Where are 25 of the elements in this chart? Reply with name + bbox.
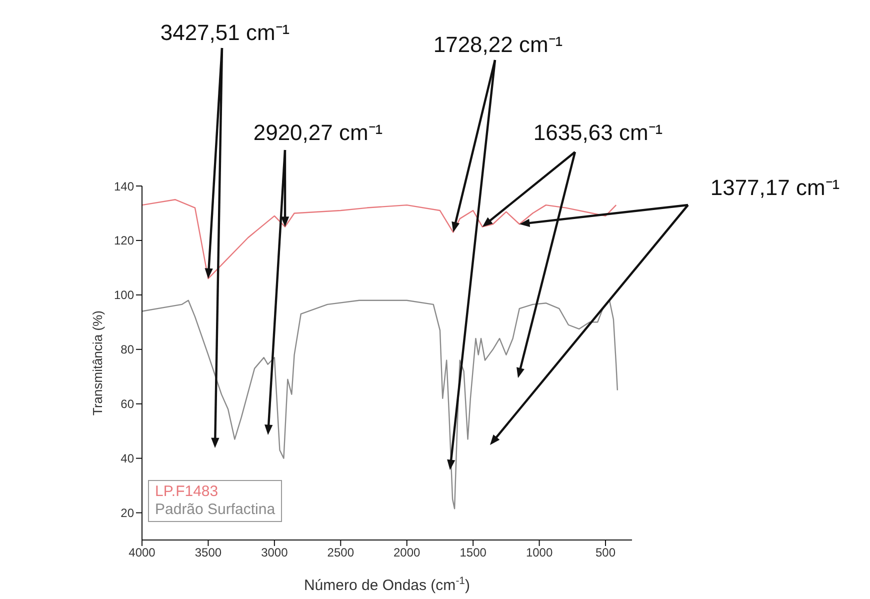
x-tick-label: 4000 <box>128 546 156 560</box>
x-tick-label: 1000 <box>526 546 553 560</box>
annotation: 1635,63 cm⁻¹ <box>533 120 663 145</box>
y-tick-label: 140 <box>114 179 134 194</box>
x-tick-label: 3500 <box>194 546 222 560</box>
annotation: 1377,17 cm⁻¹ <box>710 175 840 200</box>
x-tick-label: 3000 <box>261 546 288 560</box>
x-tick-label: 2000 <box>394 546 421 560</box>
x-axis-title: Número de Ondas (cm$^{-1}$) <box>304 575 470 594</box>
line-series <box>142 199 617 280</box>
y-tick-label: 100 <box>114 288 134 302</box>
y-tick-label: 80 <box>120 342 134 357</box>
text: LP.F1483 <box>155 483 220 501</box>
x-tick-label: 500 <box>596 546 616 560</box>
x-tick-label: 1500 <box>460 546 487 560</box>
x-tick-label: 2500 <box>327 546 354 560</box>
annotation: 1728,22 cm⁻¹ <box>433 32 563 57</box>
annotation: 2920,27 cm⁻¹ <box>253 120 383 145</box>
y-tick-label: 20 <box>120 506 134 520</box>
y-tick-label: 40 <box>120 452 134 466</box>
y-axis-title: Transmitância (%) <box>90 310 105 416</box>
y-tick-label: 120 <box>114 234 134 248</box>
annotation: 3427,51 cm⁻¹ <box>160 20 290 45</box>
y-tick-label: 60 <box>120 397 134 412</box>
text: Padrão Surfactina <box>155 501 276 519</box>
